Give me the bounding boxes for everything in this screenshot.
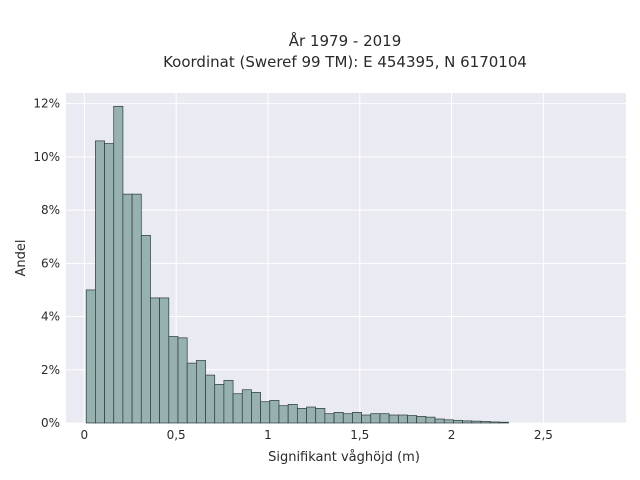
histogram-bar xyxy=(85,289,96,424)
x-tick-label: 1 xyxy=(264,428,272,442)
histogram-bar xyxy=(95,140,105,424)
histogram-bar xyxy=(232,393,243,424)
histogram-bars xyxy=(85,105,509,424)
histogram-bar xyxy=(453,419,463,424)
histogram-bar xyxy=(379,413,390,424)
y-tick-label: 12% xyxy=(33,97,60,111)
histogram-bar xyxy=(333,412,344,424)
histogram-bar xyxy=(140,235,151,424)
x-axis-ticks: 0 0,5 1 1,5 2 2,5 xyxy=(81,428,553,442)
histogram-bar xyxy=(131,193,142,424)
histogram-bar xyxy=(269,400,280,424)
histogram-bar xyxy=(471,420,482,424)
histogram-bar xyxy=(407,415,418,424)
histogram-bar xyxy=(352,412,362,424)
y-tick-label: 6% xyxy=(41,256,60,270)
y-tick-label: 10% xyxy=(33,150,60,164)
x-tick-label: 2,5 xyxy=(534,428,553,442)
histogram-bar xyxy=(388,414,399,424)
histogram-bar xyxy=(434,418,445,424)
histogram-bar xyxy=(361,414,372,424)
y-axis-ticks: 0% 2% 4% 6% 8% 10% 12% xyxy=(33,97,60,430)
histogram-bar xyxy=(241,389,252,424)
histogram-bar xyxy=(342,413,353,424)
histogram-bar xyxy=(251,392,261,424)
histogram-bar xyxy=(425,416,436,424)
histogram-bar xyxy=(278,405,289,424)
histogram-bar xyxy=(489,421,500,424)
histogram-bar xyxy=(214,384,225,424)
x-axis-label: Signifikant våghöjd (m) xyxy=(268,450,420,465)
y-axis-label: Andel xyxy=(14,240,29,277)
y-tick-label: 2% xyxy=(41,363,60,377)
histogram-bar xyxy=(104,143,115,424)
chart-subtitle: Koordinat (Sweref 99 TM): E 454395, N 61… xyxy=(163,53,527,71)
histogram-bar xyxy=(306,406,317,424)
histogram-bar xyxy=(122,193,133,424)
histogram-bar xyxy=(159,297,170,424)
histogram-bar xyxy=(205,374,216,424)
histogram-bar xyxy=(287,404,298,424)
x-tick-label: 1,5 xyxy=(350,428,369,442)
x-tick-label: 0 xyxy=(81,428,89,442)
y-tick-label: 4% xyxy=(41,310,60,324)
histogram-bar xyxy=(260,401,271,424)
chart-title: År 1979 - 2019 xyxy=(289,31,402,50)
histogram-bar xyxy=(177,337,188,424)
x-tick-label: 2 xyxy=(448,428,456,442)
histogram-bar xyxy=(113,105,124,424)
histogram-bar xyxy=(223,380,234,424)
y-tick-label: 0% xyxy=(41,416,60,430)
histogram-bar xyxy=(498,421,509,424)
histogram-bar xyxy=(324,413,335,424)
histogram-bar xyxy=(397,414,408,424)
x-tick-label: 0,5 xyxy=(167,428,186,442)
histogram-bar xyxy=(296,408,307,424)
histogram-bar xyxy=(196,360,206,424)
histogram-bar xyxy=(370,413,381,424)
histogram-bar xyxy=(462,420,473,424)
y-tick-label: 8% xyxy=(41,203,60,217)
histogram-bar xyxy=(416,415,427,424)
histogram-bar xyxy=(480,421,491,424)
histogram-bar xyxy=(168,336,179,424)
histogram-bar xyxy=(150,297,160,424)
histogram-bar xyxy=(186,362,197,424)
histogram-bar xyxy=(443,419,454,424)
histogram-bar xyxy=(315,408,326,424)
